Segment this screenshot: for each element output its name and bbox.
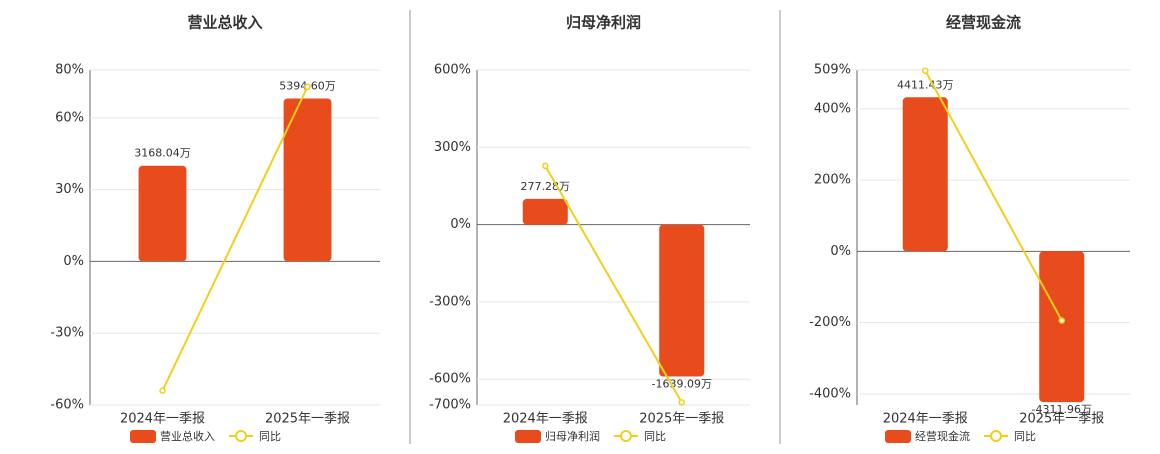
legend-label: 归母净利润 bbox=[545, 429, 600, 443]
y-tick-label: 0% bbox=[63, 254, 84, 269]
legend-label: 同比 bbox=[1014, 430, 1036, 443]
value-label: 277.28万 bbox=[521, 180, 571, 193]
y-tick-label: -400% bbox=[809, 386, 851, 401]
line-point bbox=[922, 67, 929, 74]
chart-title: 营业总收入 bbox=[187, 14, 262, 32]
bar bbox=[659, 224, 705, 377]
line-point bbox=[304, 83, 311, 90]
x-tick-label: 2024年一季报 bbox=[503, 412, 588, 427]
y-tick-label: 30% bbox=[55, 182, 84, 197]
legend-marker bbox=[990, 430, 1002, 442]
legend-label: 经营现金流 bbox=[915, 429, 970, 443]
y-tick-label: 200% bbox=[814, 173, 851, 188]
legend-marker bbox=[620, 430, 632, 442]
x-tick-label: 2024年一季报 bbox=[883, 412, 968, 427]
chart-title: 归母净利润 bbox=[566, 14, 641, 32]
line-point bbox=[678, 399, 685, 406]
y-tick-label: 80% bbox=[55, 63, 84, 78]
value-label: 4411.43万 bbox=[897, 78, 954, 91]
y-tick-label: -700% bbox=[429, 398, 471, 413]
y-tick-label: -200% bbox=[809, 315, 851, 330]
y-tick-label: 509% bbox=[814, 63, 851, 78]
bar bbox=[283, 98, 332, 262]
bar bbox=[522, 198, 568, 225]
x-tick-label: 2025年一季报 bbox=[1019, 412, 1104, 427]
line bbox=[924, 70, 1063, 322]
legend-label: 同比 bbox=[259, 430, 281, 443]
legend-label: 同比 bbox=[644, 430, 666, 443]
y-tick-label: 400% bbox=[814, 101, 851, 116]
line-point bbox=[1058, 317, 1065, 324]
y-tick-label: 0% bbox=[450, 217, 471, 232]
value-label: 3168.04万 bbox=[134, 147, 191, 160]
legend-label: 营业总收入 bbox=[160, 429, 215, 443]
x-tick-label: 2025年一季报 bbox=[265, 412, 350, 427]
line bbox=[544, 165, 683, 403]
y-tick-label: 300% bbox=[434, 140, 471, 155]
y-tick-label: -30% bbox=[50, 326, 84, 341]
y-tick-label: -300% bbox=[429, 294, 471, 309]
line-point bbox=[542, 162, 549, 170]
y-tick-label: 60% bbox=[55, 110, 84, 125]
value-label: -1639.09万 bbox=[652, 378, 712, 391]
x-tick-label: 2025年一季报 bbox=[639, 412, 724, 427]
bar bbox=[902, 97, 948, 252]
y-tick-label: 600% bbox=[434, 63, 471, 78]
legend-swatch bbox=[515, 430, 541, 443]
y-tick-label: -600% bbox=[429, 372, 471, 387]
y-tick-label: -60% bbox=[50, 398, 84, 413]
legend-marker bbox=[235, 430, 247, 442]
bar bbox=[138, 165, 187, 262]
legend-swatch bbox=[130, 430, 156, 443]
legend-swatch bbox=[885, 430, 911, 443]
line-point bbox=[159, 387, 166, 394]
y-tick-label: 0% bbox=[830, 244, 851, 259]
value-label: -4311.96万 bbox=[1032, 403, 1092, 416]
chart-title: 经营现金流 bbox=[946, 14, 1021, 32]
line bbox=[161, 86, 309, 392]
x-tick-label: 2024年一季报 bbox=[120, 412, 205, 427]
bar bbox=[1039, 251, 1085, 403]
